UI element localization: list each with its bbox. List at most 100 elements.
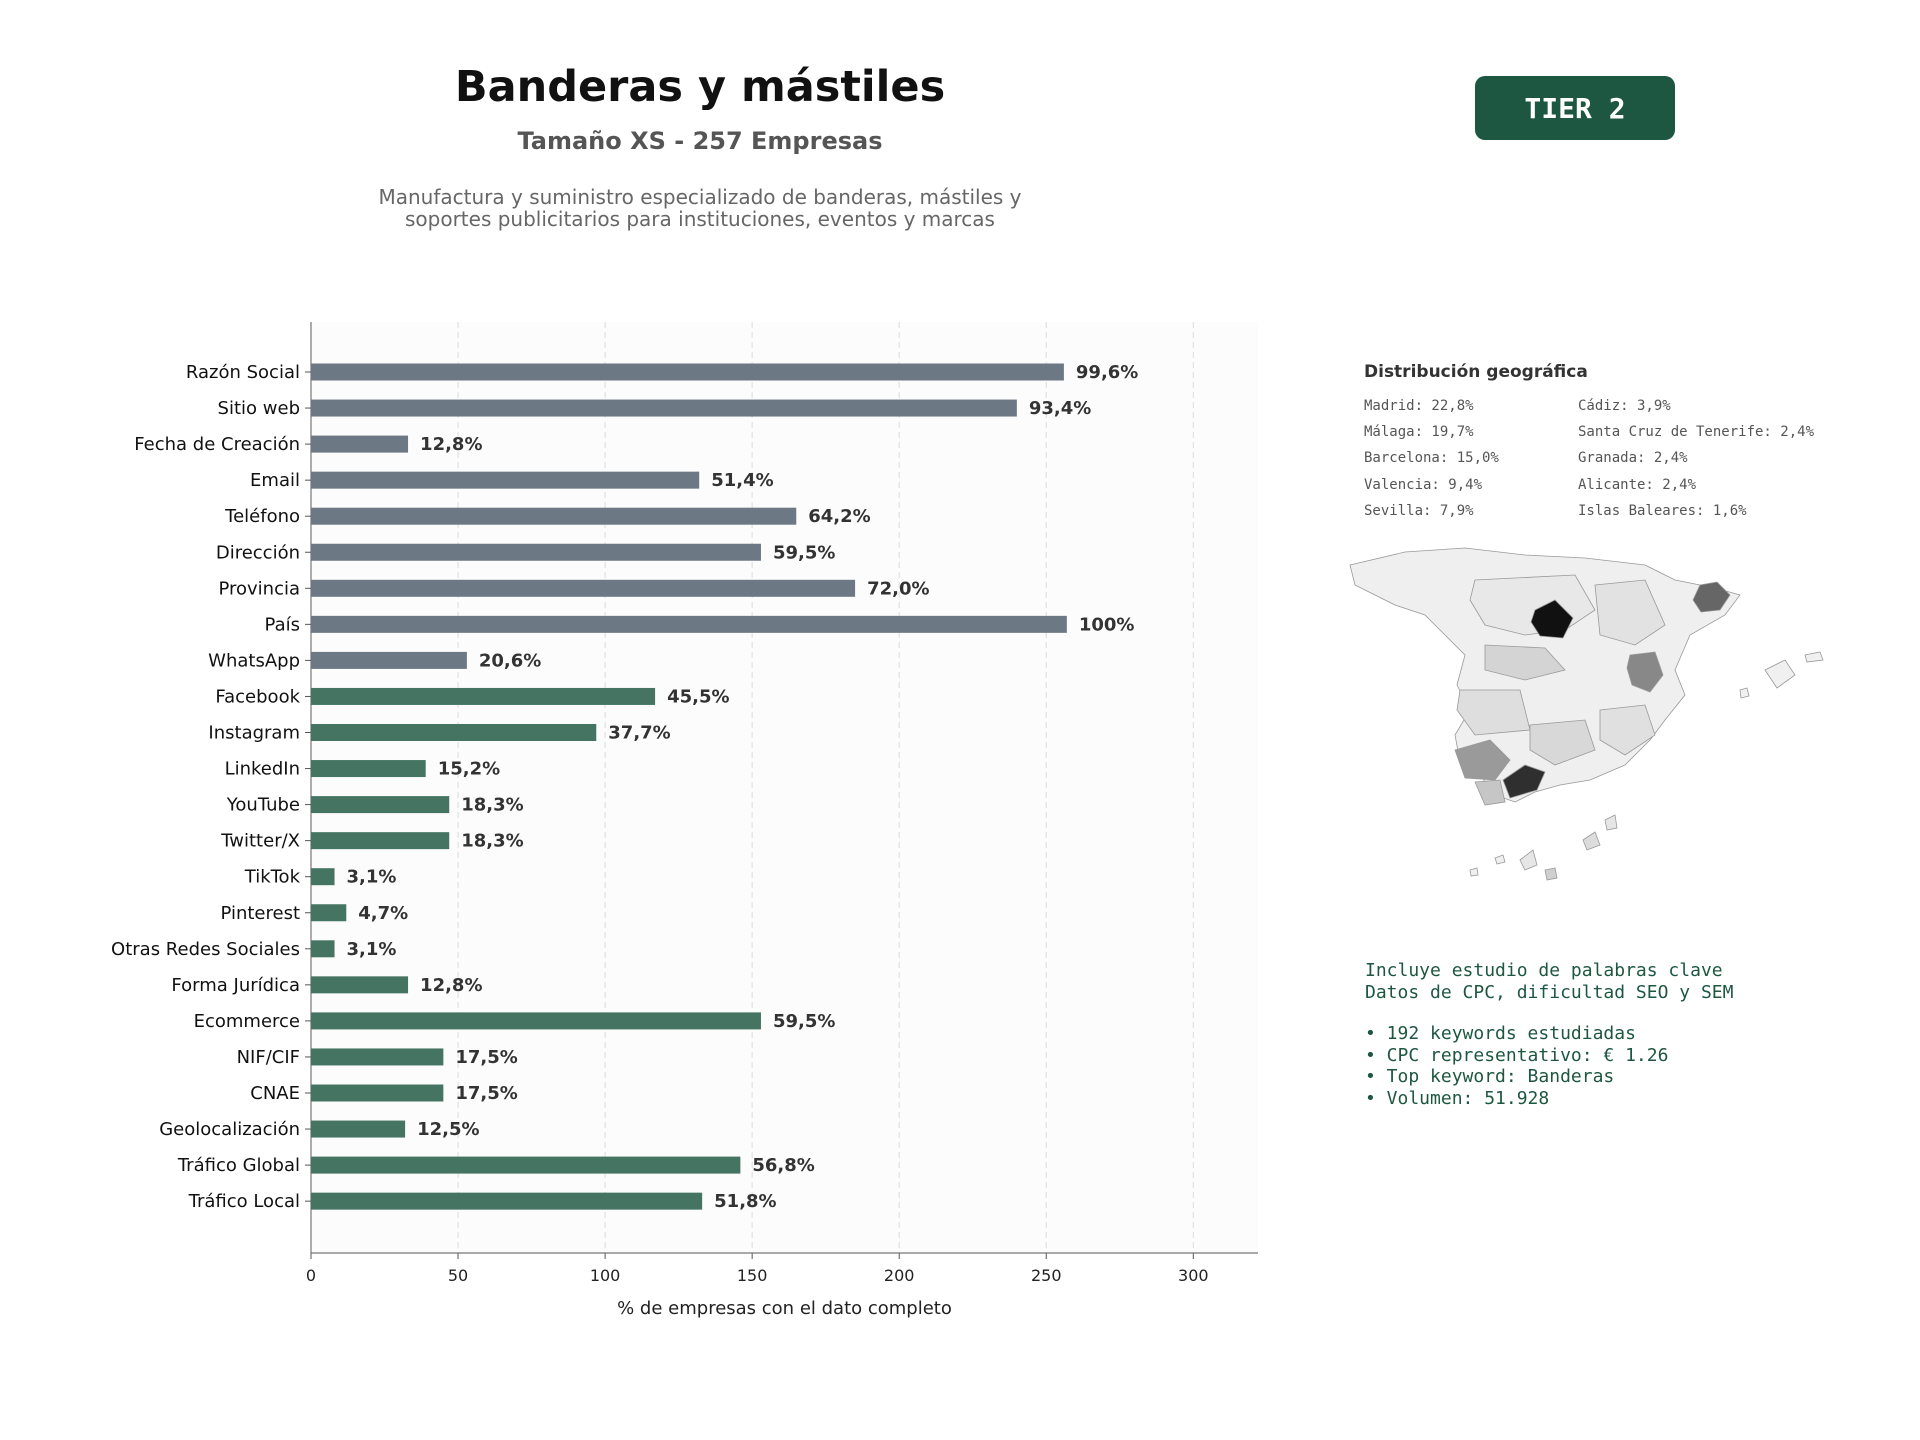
keywords-line-2: Datos de CPC, dificultad SEO y SEM: [1365, 981, 1734, 1003]
y-tick-label: País: [265, 614, 300, 635]
bar: [311, 399, 1017, 417]
bar: [311, 724, 597, 741]
region-canarias-3: [1544, 867, 1558, 881]
bar: [311, 940, 335, 958]
y-tick-label: Email: [250, 470, 300, 491]
region-ibiza: [1739, 687, 1750, 699]
y-tick-label: WhatsApp: [208, 650, 300, 671]
data-label: 51,8%: [714, 1191, 776, 1212]
x-axis-label: % de empresas con el dato completo: [617, 1298, 952, 1319]
data-label: 56,8%: [752, 1155, 814, 1176]
data-label: 59,5%: [773, 542, 835, 563]
region-valencia: [1626, 651, 1664, 693]
y-tick-label: Instagram: [208, 723, 300, 744]
region-canarias-5: [1604, 814, 1618, 831]
region-madrid: [1530, 599, 1574, 639]
region-toledo: [1484, 644, 1566, 681]
region-murcia-area: [1599, 704, 1656, 756]
y-tick-label: Teléfono: [224, 506, 300, 527]
description-line-2: soportes publicitarios para institucione…: [405, 207, 995, 231]
geo-entry: Madrid: 22,8%: [1364, 398, 1474, 414]
bar: [311, 904, 347, 922]
y-tick-label: YouTube: [226, 795, 300, 816]
y-tick-label: Razón Social: [186, 362, 300, 383]
region-cadiz: [1474, 779, 1506, 806]
y-tick-label: Tráfico Global: [177, 1155, 300, 1176]
region-sevilla: [1454, 739, 1511, 781]
keywords-line-1: Incluye estudio de palabras clave: [1365, 960, 1723, 981]
geo-entry: Barcelona: 15,0%: [1364, 450, 1499, 467]
region-barcelona: [1692, 581, 1731, 613]
tier-badge: TIER 2: [1475, 76, 1675, 140]
geo-entry: Islas Baleares: 1,6%: [1578, 502, 1747, 519]
region-canarias-2: [1494, 854, 1506, 865]
y-tick-label: Pinterest: [220, 903, 300, 924]
data-label: 3,1%: [347, 867, 397, 888]
y-tick-label: Forma Jurídica: [171, 975, 300, 996]
geo-list-left: Madrid: 22,8% Málaga: 19,7% Barcelona: 1…: [1364, 398, 1499, 529]
data-label: 12,8%: [420, 434, 482, 455]
bar: [311, 1084, 444, 1102]
region-aragon: [1594, 579, 1666, 646]
bar: [311, 760, 426, 778]
data-label: 64,2%: [808, 506, 870, 527]
bar: [311, 1192, 703, 1210]
data-label: 93,4%: [1029, 398, 1091, 419]
bar: [311, 1012, 761, 1030]
x-tick-label: 0: [306, 1266, 316, 1285]
region-mallorca: [1764, 659, 1796, 689]
data-label: 99,6%: [1076, 362, 1138, 383]
data-label: 15,2%: [438, 759, 500, 780]
bar: [311, 435, 409, 453]
y-tick-label: Provincia: [218, 578, 300, 599]
x-tick-label: 250: [1031, 1266, 1062, 1285]
plot-area: [311, 322, 1258, 1253]
y-tick-label: Facebook: [215, 686, 300, 707]
data-label: 45,5%: [667, 686, 729, 707]
data-label: 100%: [1079, 614, 1135, 635]
bar: [311, 471, 700, 489]
y-tick-label: Sitio web: [218, 398, 300, 419]
y-tick-label: Otras Redes Sociales: [111, 939, 300, 960]
keyword-bullet: • CPC representativo: € 1.26: [1365, 1044, 1669, 1066]
x-tick-label: 100: [590, 1266, 621, 1285]
geo-title: Distribución geográfica: [1364, 362, 1588, 382]
bar: [311, 868, 335, 886]
geo-entry: Sevilla: 7,9%: [1364, 502, 1474, 519]
data-label: 17,5%: [455, 1047, 517, 1068]
geo-entry: Valencia: 9,4%: [1364, 476, 1483, 493]
region-badajoz: [1456, 689, 1531, 736]
data-label: 72,0%: [867, 578, 929, 599]
x-tick-label: 300: [1178, 1266, 1209, 1285]
x-tick-label: 50: [448, 1266, 468, 1285]
data-label: 12,8%: [420, 975, 482, 996]
x-tick-label: 150: [737, 1266, 768, 1285]
data-label: 20,6%: [479, 650, 541, 671]
page-subtitle: Tamaño XS - 257 Empresas: [517, 127, 883, 155]
data-label: 18,3%: [461, 795, 523, 816]
region-canarias-6: [1469, 867, 1479, 877]
bar: [311, 1120, 406, 1138]
geo-entry: Málaga: 19,7%: [1364, 424, 1474, 441]
geo-list-right: Cádiz: 3,9% Santa Cruz de Tenerife: 2,4%…: [1578, 398, 1814, 529]
geo-entry: Cádiz: 3,9%: [1578, 398, 1671, 414]
bar: [311, 687, 656, 705]
keywords-box: Incluye estudio de palabras clave Datos …: [1365, 960, 1733, 1109]
data-label: 12,5%: [417, 1119, 479, 1140]
y-tick-label: Dirección: [216, 542, 300, 563]
geo-entry: Santa Cruz de Tenerife: 2,4%: [1578, 424, 1815, 441]
bar: [311, 832, 450, 850]
region-cordoba: [1529, 719, 1596, 766]
data-label: 18,3%: [461, 831, 523, 852]
description: Manufactura y suministro especializado d…: [300, 186, 1100, 230]
y-tick-label: TikTok: [244, 867, 301, 888]
keyword-bullet: • Volumen: 51.928: [1365, 1087, 1550, 1109]
spain-map: [1349, 547, 1824, 881]
data-label: 37,7%: [608, 723, 670, 744]
bar: [311, 1156, 741, 1174]
y-tick-label: LinkedIn: [225, 759, 300, 780]
data-label: 51,4%: [711, 470, 773, 491]
x-tick-label: 200: [884, 1266, 915, 1285]
bar: [311, 651, 467, 669]
